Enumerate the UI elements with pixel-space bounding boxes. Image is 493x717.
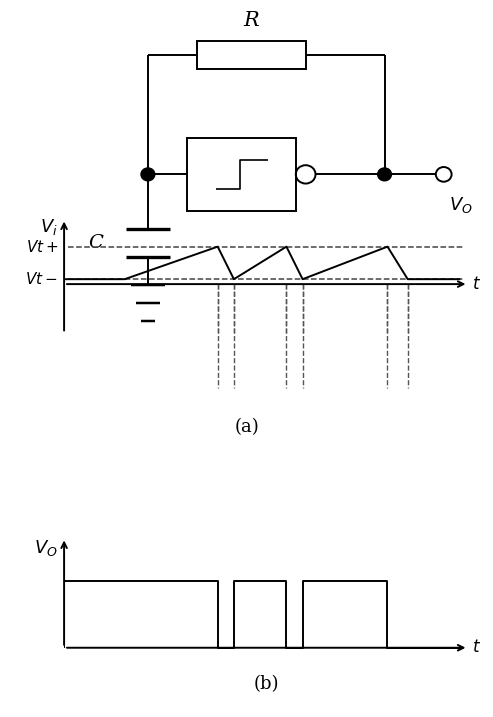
Bar bbox=[197, 42, 306, 69]
Circle shape bbox=[141, 168, 155, 181]
Text: $V_O$: $V_O$ bbox=[35, 538, 58, 558]
Text: $Vt-$: $Vt-$ bbox=[26, 271, 58, 288]
Text: R: R bbox=[244, 11, 259, 30]
Text: $t$: $t$ bbox=[472, 640, 482, 656]
Text: $Vt+$: $Vt+$ bbox=[26, 239, 58, 255]
Text: $t$: $t$ bbox=[472, 275, 482, 293]
Text: C: C bbox=[89, 234, 104, 252]
Text: $V_O$: $V_O$ bbox=[449, 195, 472, 215]
Bar bbox=[187, 138, 296, 211]
Text: $V_i$: $V_i$ bbox=[40, 217, 58, 237]
Circle shape bbox=[378, 168, 391, 181]
Text: (a): (a) bbox=[234, 418, 259, 436]
Text: (b): (b) bbox=[253, 675, 279, 693]
